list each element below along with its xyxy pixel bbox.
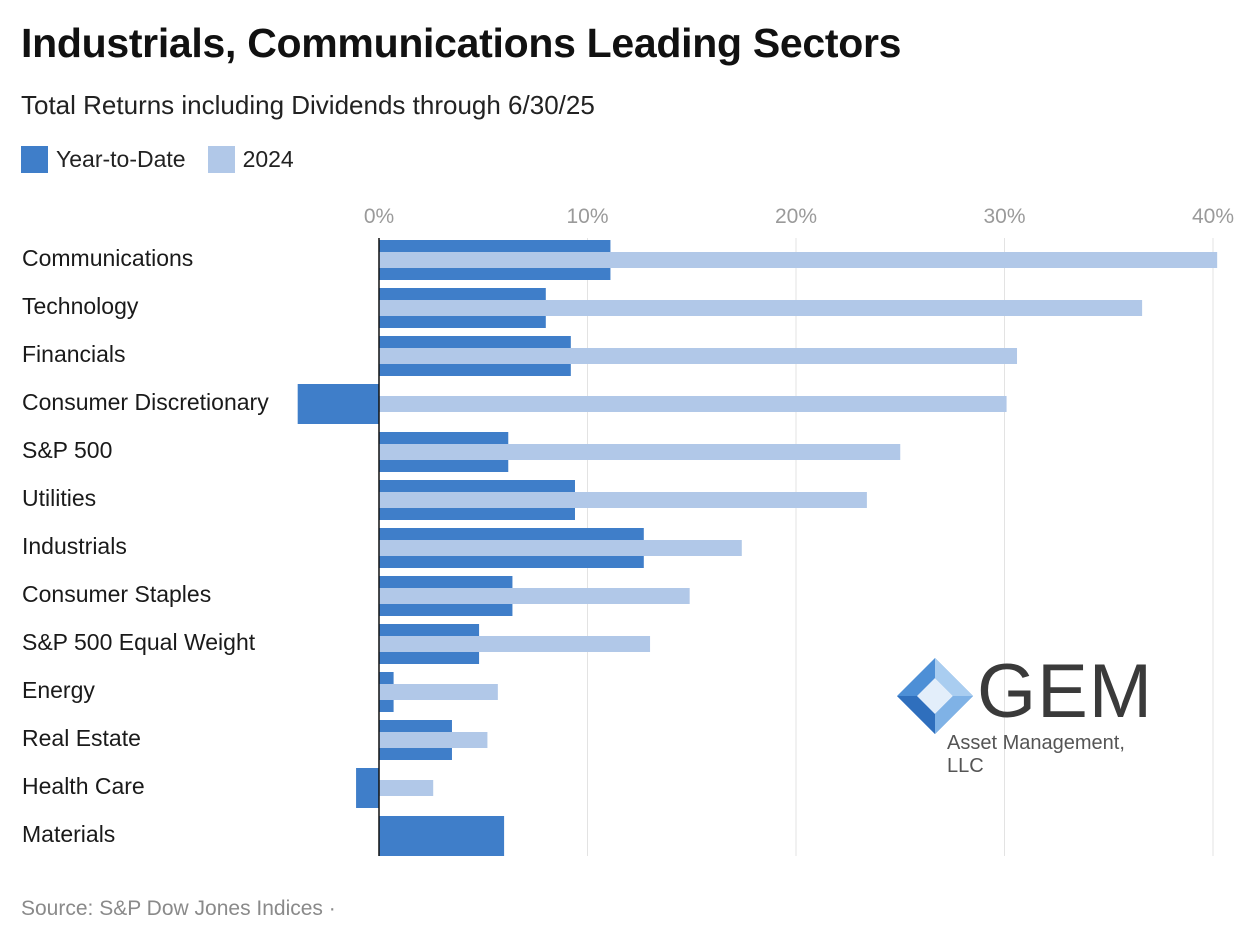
- category-label: Industrials: [22, 533, 127, 559]
- bar-ytd: [297, 384, 379, 424]
- category-label: Financials: [22, 341, 126, 367]
- bar-2024: [379, 636, 651, 652]
- category-label: Consumer Discretionary: [22, 389, 269, 415]
- bar-2024: [379, 396, 1007, 412]
- x-tick-label: 10%: [566, 205, 608, 228]
- legend-label-ytd: Year-to-Date: [56, 146, 186, 172]
- legend-item-ytd: Year-to-Date: [21, 146, 186, 173]
- source-note: Source: S&P Dow Jones Indices ·: [21, 897, 336, 920]
- category-label: Consumer Staples: [22, 581, 211, 607]
- category-label: Energy: [22, 677, 95, 703]
- legend-swatch-ytd: [21, 146, 48, 173]
- legend-swatch-2024: [207, 146, 235, 173]
- legend-label-2024: 2024: [242, 146, 294, 172]
- legend: Year-to-Date 2024: [21, 146, 316, 173]
- x-tick-label: 30%: [983, 205, 1025, 228]
- bar-2024: [379, 348, 1018, 364]
- category-label: S&P 500 Equal Weight: [22, 629, 256, 655]
- category-label: Utilities: [22, 485, 96, 511]
- x-tick-label: 0%: [364, 205, 394, 228]
- bar-ytd: [379, 816, 505, 856]
- bar-2024: [379, 684, 498, 700]
- bar-2024: [379, 540, 742, 556]
- bar-2024: [379, 780, 434, 796]
- category-label: Technology: [22, 293, 139, 319]
- category-label: Materials: [22, 821, 115, 847]
- logo-subtext: Asset Management, LLC: [947, 732, 1125, 777]
- bar-2024: [379, 300, 1143, 316]
- legend-item-2024: 2024: [207, 146, 294, 173]
- chart-subtitle: Total Returns including Dividends throug…: [21, 90, 595, 120]
- bar-2024: [379, 492, 867, 508]
- bar-2024: [379, 588, 690, 604]
- x-tick-label: 40%: [1192, 205, 1234, 228]
- logo-wordmark: GEM: [977, 649, 1154, 734]
- x-tick-label: 20%: [775, 205, 817, 228]
- bar-2024: [379, 732, 488, 748]
- category-label: S&P 500: [22, 437, 112, 463]
- bar-2024: [379, 252, 1218, 268]
- bar-ytd: [356, 768, 379, 808]
- chart-title: Industrials, Communications Leading Sect…: [21, 20, 902, 66]
- gem-logo: GEM Asset Management, LLC: [895, 649, 1155, 777]
- bar-2024: [379, 444, 901, 460]
- category-label: Real Estate: [22, 725, 141, 751]
- gem-diamond-icon: [897, 658, 973, 734]
- category-label: Communications: [22, 245, 193, 271]
- category-label: Health Care: [22, 773, 145, 799]
